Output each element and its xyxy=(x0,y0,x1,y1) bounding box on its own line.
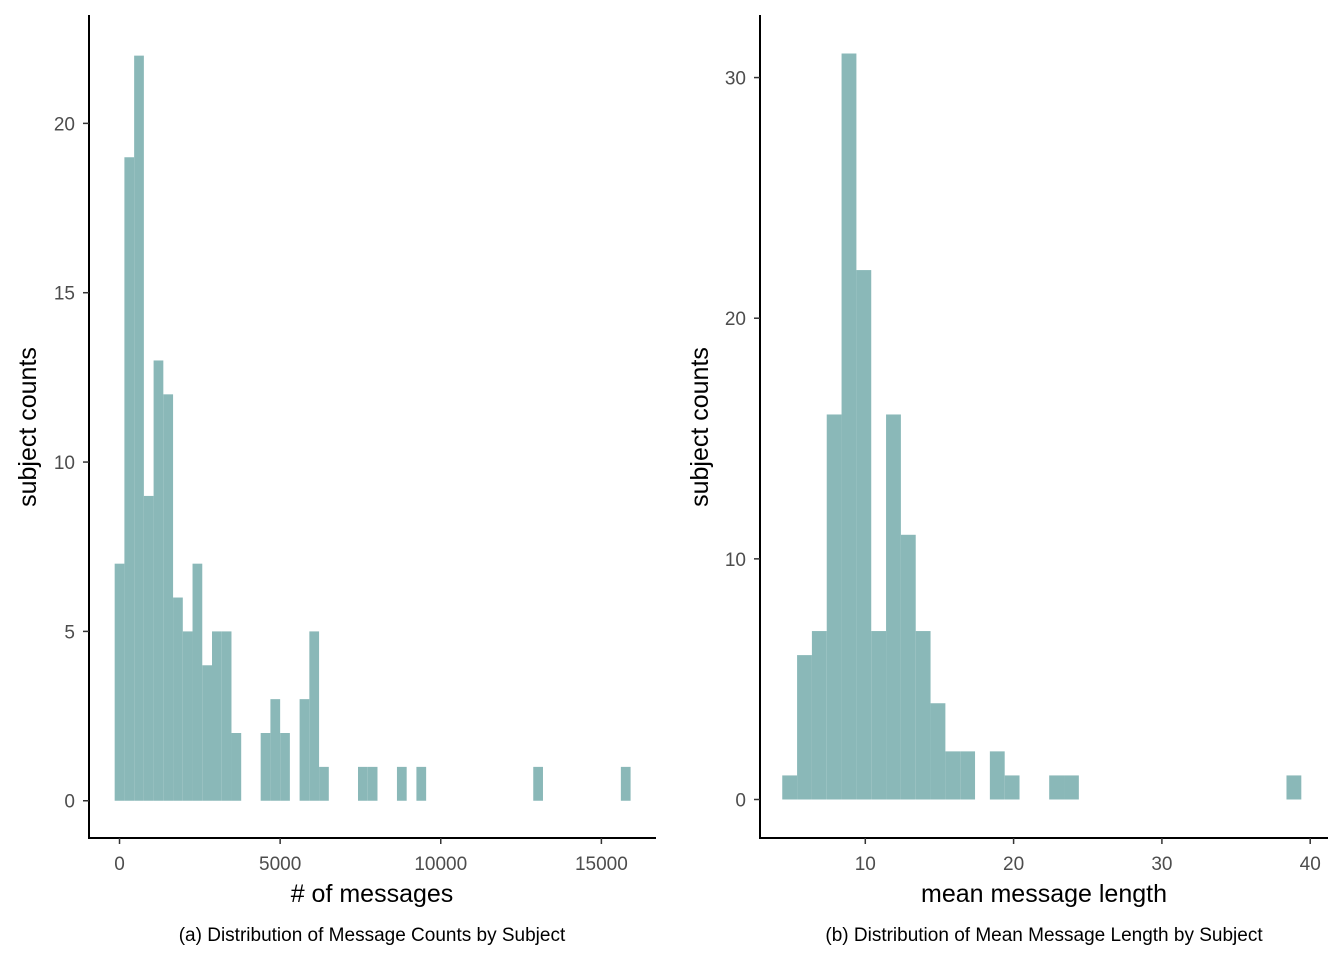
message-counts-bar xyxy=(396,766,407,801)
mean-length-bar xyxy=(797,655,812,800)
message-counts-y-tick-label: 5 xyxy=(64,622,75,643)
message-counts-bar xyxy=(192,563,203,801)
mean-length-y-tick-label: 20 xyxy=(725,309,746,330)
mean-length-bar xyxy=(856,270,872,800)
mean-length-bar xyxy=(1064,775,1079,800)
message-counts-bar xyxy=(309,631,320,801)
message-counts-y-tick-label: 0 xyxy=(64,792,75,813)
message-counts-bar xyxy=(358,766,368,801)
message-counts-x-tick-label: 5000 xyxy=(259,854,301,875)
mean-length-bar xyxy=(960,751,976,800)
mean-length-bar xyxy=(930,703,946,800)
message-counts-bars xyxy=(114,55,631,801)
message-counts-y-tick-label: 10 xyxy=(54,453,75,474)
mean-length-bar xyxy=(871,631,887,800)
mean-length-panel: 0 10 20 30 10 20 30 40 mean message length sub… xyxy=(686,15,1328,946)
mean-length-y-ticks: 0 10 20 30 xyxy=(725,69,760,811)
message-counts-bar xyxy=(533,766,543,801)
mean-length-x-tick-label: 40 xyxy=(1300,854,1321,875)
message-counts-bar xyxy=(163,394,174,801)
mean-length-y-tick-label: 30 xyxy=(725,69,746,90)
mean-length-bar xyxy=(1004,775,1020,800)
mean-length-bar xyxy=(989,751,1005,800)
message-counts-x-tick-label: 0 xyxy=(114,854,125,875)
message-counts-bar xyxy=(202,665,212,801)
message-counts-bar xyxy=(270,699,281,801)
mean-length-x-tick-label: 20 xyxy=(1003,854,1024,875)
message-counts-x-tick-label: 15000 xyxy=(575,854,628,875)
mean-length-x-ticks: 10 20 30 40 xyxy=(855,838,1321,875)
message-counts-bar xyxy=(182,631,193,801)
mean-length-bar xyxy=(915,631,931,800)
mean-length-bar xyxy=(826,414,842,800)
message-counts-panel: 0 5 10 15 20 0 5000 10000 15000 # of messages s… xyxy=(14,15,656,946)
message-counts-y-ticks: 0 5 10 15 20 xyxy=(54,114,89,813)
mean-length-bar xyxy=(782,775,798,800)
message-counts-bar xyxy=(299,699,310,801)
mean-length-x-axis-title: mean message length xyxy=(921,880,1167,908)
message-counts-x-axis-title: # of messages xyxy=(291,880,454,908)
mean-length-x-tick-label: 10 xyxy=(855,854,876,875)
mean-length-bar xyxy=(1049,775,1065,800)
mean-length-bar xyxy=(886,414,901,800)
mean-length-y-tick-label: 0 xyxy=(735,790,746,811)
message-counts-y-tick-label: 20 xyxy=(54,114,75,135)
mean-length-caption: (b) Distribution of Mean Message Length … xyxy=(825,925,1263,946)
message-counts-bar xyxy=(319,766,329,801)
mean-length-bar xyxy=(841,53,857,800)
message-counts-bar xyxy=(260,733,271,801)
mean-length-bar xyxy=(1286,775,1302,800)
message-counts-bar xyxy=(124,157,135,801)
message-counts-bar xyxy=(620,766,631,801)
mean-length-bar xyxy=(945,751,961,800)
message-counts-bar xyxy=(143,495,154,801)
message-counts-bar xyxy=(212,631,222,801)
message-counts-bar xyxy=(153,360,164,801)
message-counts-y-axis-title: subject counts xyxy=(14,347,42,507)
mean-length-x-tick-label: 30 xyxy=(1151,854,1172,875)
message-counts-bar xyxy=(231,733,242,801)
mean-length-y-axis-title: subject counts xyxy=(686,347,714,507)
message-counts-y-tick-label: 15 xyxy=(54,284,75,305)
message-counts-x-ticks: 0 5000 10000 15000 xyxy=(114,838,628,875)
message-counts-bar xyxy=(280,733,290,801)
message-counts-bar xyxy=(221,631,232,801)
message-counts-bar xyxy=(134,55,144,801)
mean-length-bar xyxy=(900,534,916,800)
message-counts-bar xyxy=(173,597,183,801)
message-counts-bar xyxy=(416,766,427,801)
message-counts-bar xyxy=(367,766,378,801)
mean-length-bar xyxy=(811,631,827,800)
mean-length-y-tick-label: 10 xyxy=(725,550,746,571)
message-counts-bar xyxy=(114,563,125,801)
message-counts-caption: (a) Distribution of Message Counts by Su… xyxy=(179,925,566,946)
mean-length-bars xyxy=(782,53,1302,800)
message-counts-x-tick-label: 10000 xyxy=(414,854,467,875)
